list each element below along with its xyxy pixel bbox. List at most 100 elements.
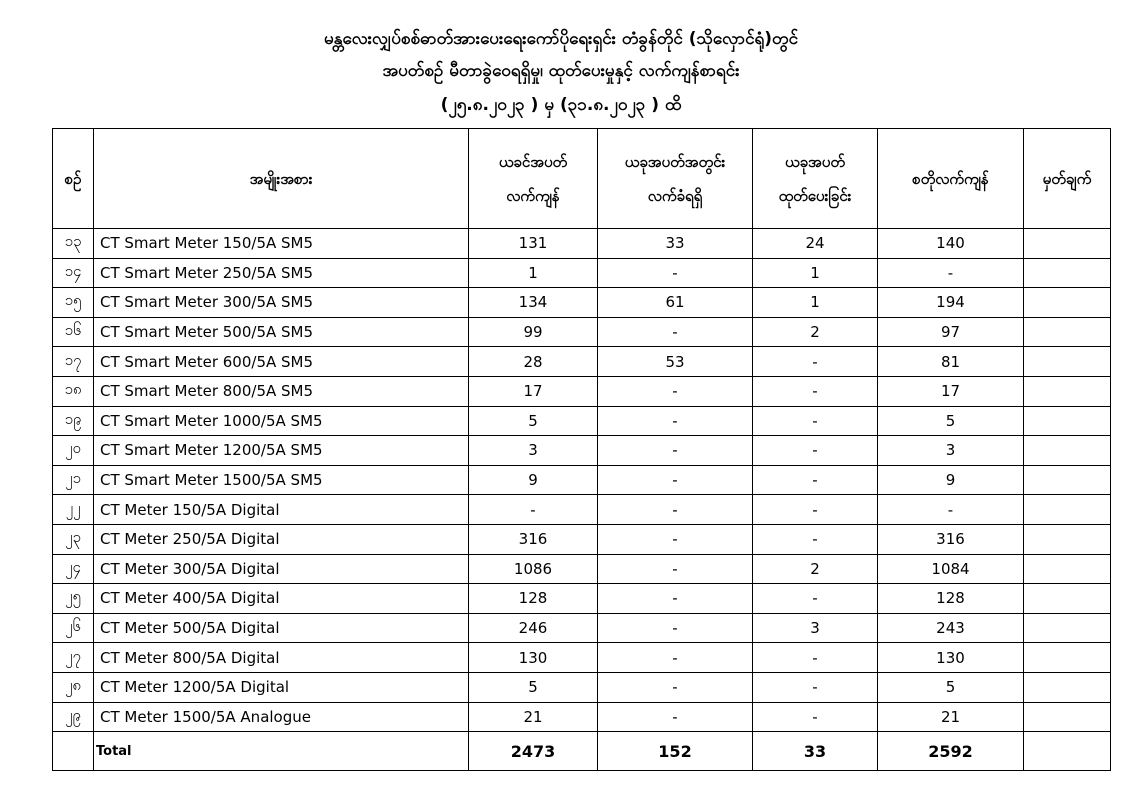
total-label: Total [93,731,469,772]
issued: 2 [752,553,878,585]
prev-balance: 316 [468,523,598,555]
remarks [1023,316,1111,348]
row-no: ၂၁ [52,464,94,496]
col-header-type: အမျိုးအစား [93,128,469,229]
remarks [1023,553,1111,585]
issued: - [752,464,878,496]
row-no: ၂၂ [52,494,94,525]
prev-balance: 5 [468,405,598,437]
remarks [1023,375,1111,407]
issued: 1 [752,287,878,318]
stock: 5 [877,405,1024,437]
issued: 3 [752,612,878,644]
prev-balance: - [468,494,598,525]
issued: - [752,642,878,673]
remarks [1023,671,1111,703]
stock: 81 [877,346,1024,377]
prev-balance: 5 [468,671,598,703]
remarks [1023,523,1111,555]
total-stock: 2592 [877,731,1024,772]
table-row: ၂၂ CT Meter 150/5A Digital - - - - [52,494,1111,525]
item-type: CT Smart Meter 250/5A SM5 [93,257,469,289]
stock: 9 [877,464,1024,496]
issued: - [752,671,878,703]
issued: - [752,494,878,525]
received: - [597,642,753,673]
table-row: ၁၄ CT Smart Meter 250/5A SM5 1-1- [52,257,1111,289]
remarks [1023,435,1111,466]
total-received: 152 [597,731,753,772]
stock: 128 [877,583,1024,614]
prev-balance: 130 [468,642,598,673]
received: - [597,701,753,733]
prev-balance: 21 [468,701,598,733]
prev-balance: 99 [468,316,598,348]
total-row: Total 2473 152 33 2592 [52,731,1111,772]
received: - [597,583,753,614]
stock: 140 [877,228,1024,259]
item-type: CT Meter 1200/5A Digital [93,671,469,703]
table-row: ၁၈ CT Smart Meter 800/5A SM5 17- -17 [52,375,1111,407]
total-no [52,731,94,772]
row-no: ၂၅ [52,583,94,614]
prev-balance: 3 [468,435,598,466]
col-header-issued: ယခုအပတ် ထုတ်ပေးခြင်း [752,128,878,229]
item-type: CT Smart Meter 1000/5A SM5 [93,405,469,437]
header-row: စဉ် အမျိုးအစား ယခင်အပတ် လက်ကျန် ယခုအပတ်အ… [52,128,1111,229]
col-header-no: စဉ် [52,128,94,229]
stock: 1084 [877,553,1024,585]
table-row: ၂၆ CT Meter 500/5A Digital 246-3 243 [52,612,1111,644]
row-no: ၁၃ [52,228,94,259]
issued: - [752,701,878,733]
received: - [597,257,753,289]
table-row: ၁၃ CT Smart Meter 150/5A SM5 131 33 24 140 [52,228,1111,259]
item-type: CT Meter 800/5A Digital [93,642,469,673]
total-issued: 33 [752,731,878,772]
received: - [597,435,753,466]
table-row: ၁၆ CT Smart Meter 500/5A SM5 99-2 97 [52,316,1111,348]
col-header-received: ယခုအပတ်အတွင်း လက်ခံရရှိ [597,128,753,229]
stock: 130 [877,642,1024,673]
row-no: ၁၄ [52,257,94,289]
table-row: ၂၅ CT Meter 400/5A Digital 128- -128 [52,583,1111,614]
stock: 21 [877,701,1024,733]
report-title-line2: အပတ်စဉ် မီတာခွဲဝေရရှိမှု၊ ထုတ်ပေးမှုနှင့… [382,61,740,81]
row-no: ၂၃ [52,523,94,555]
table-row: ၂၀ CT Smart Meter 1200/5A SM5 3- -3 [52,435,1111,466]
received: - [597,464,753,496]
received: - [597,405,753,437]
item-type: CT Meter 1500/5A Analogue [93,701,469,733]
stock: 316 [877,523,1024,555]
prev-balance: 134 [468,287,598,318]
stock: 17 [877,375,1024,407]
row-no: ၂၆ [52,612,94,644]
prev-balance: 1086 [468,553,598,585]
received: - [597,523,753,555]
received: - [597,494,753,525]
row-no: ၁၆ [52,316,94,348]
table-row: ၁၅ CT Smart Meter 300/5A SM5 134 61 1 194 [52,287,1111,318]
row-no: ၁၈ [52,375,94,407]
prev-balance: 246 [468,612,598,644]
item-type: CT Meter 150/5A Digital [93,494,469,525]
stock: - [877,257,1024,289]
row-no: ၂၀ [52,435,94,466]
prev-balance: 131 [468,228,598,259]
table-row: ၂၉ CT Meter 1500/5A Analogue 21- -21 [52,701,1111,733]
received: 53 [597,346,753,377]
issued: - [752,346,878,377]
table-row: ၂၇ CT Meter 800/5A Digital 130- -130 [52,642,1111,673]
item-type: CT Smart Meter 1500/5A SM5 [93,464,469,496]
issued: - [752,405,878,437]
received: - [597,671,753,703]
total-remarks [1023,731,1111,772]
stock: - [877,494,1024,525]
issued: 24 [752,228,878,259]
table-row: ၁၉ CT Smart Meter 1000/5A SM5 5- -5 [52,405,1111,437]
remarks [1023,464,1111,496]
stock: 5 [877,671,1024,703]
col-header-stock: စတိုလက်ကျန် [877,128,1024,229]
remarks [1023,612,1111,644]
remarks [1023,494,1111,525]
item-type: CT Meter 500/5A Digital [93,612,469,644]
